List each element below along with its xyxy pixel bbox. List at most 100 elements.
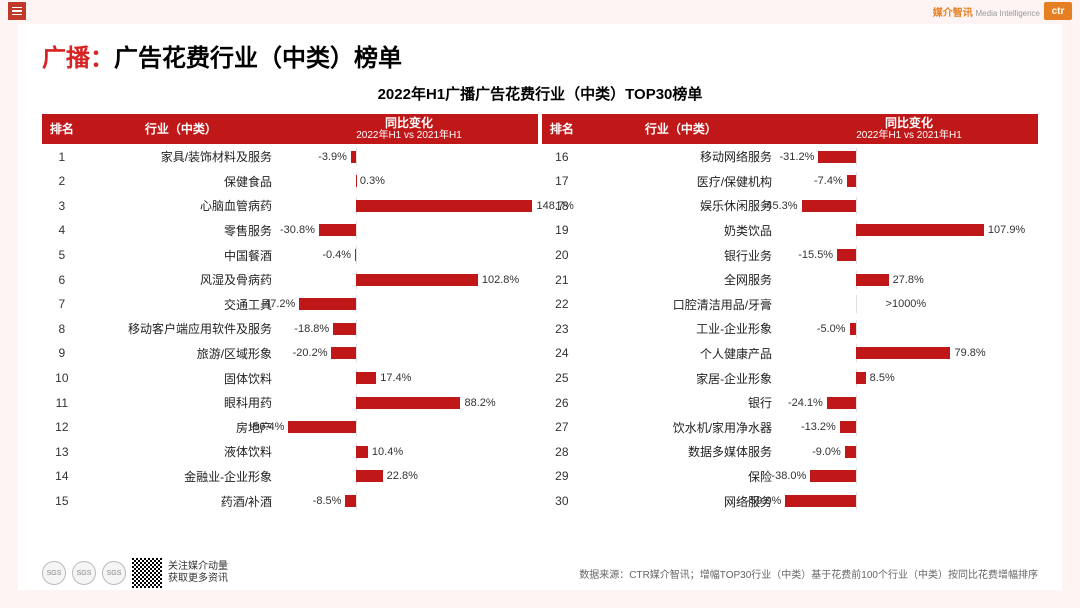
tables-wrap: 排名 行业（中类） 同比变化 2022年H1 vs 2021年H1 1家具/装饰… (42, 114, 1038, 513)
cell-change: -47.2% (280, 292, 538, 317)
table-row: 28数据多媒体服务-9.0% (542, 440, 1038, 465)
page-title: 广播：广告花费行业（中类）榜单 (42, 38, 1038, 73)
menu-button[interactable] (8, 2, 26, 20)
cell-rank: 13 (42, 440, 82, 465)
brand-en: Media Intelligence (976, 9, 1040, 18)
cell-industry: 金融业-企业形象 (82, 464, 280, 489)
cell-change: -56.4% (280, 415, 538, 440)
cell-change: -31.2% (780, 144, 1038, 169)
cell-change: 148.7% (280, 194, 538, 219)
cell-industry: 保险 (582, 464, 780, 489)
cert-badge: SGS (102, 561, 126, 585)
cell-industry: 数据多媒体服务 (582, 440, 780, 465)
cell-change: -0.4% (280, 243, 538, 268)
table-right: 排名 行业（中类） 同比变化 2022年H1 vs 2021年H1 16移动网络… (542, 114, 1038, 513)
source-note: 数据来源：CTR媒介智讯；增幅TOP30行业（中类）基于花费前100个行业（中类… (579, 566, 1038, 581)
table-row: 11眼科用药88.2% (42, 390, 538, 415)
brand-block: 媒介智讯 Media Intelligence ctr (933, 2, 1072, 20)
cell-change: -9.0% (780, 440, 1038, 465)
cell-rank: 8 (42, 317, 82, 342)
table-row: 19奶类饮品107.9% (542, 218, 1038, 243)
cell-rank: 17 (542, 169, 582, 194)
table-row: 3心脑血管病药148.7% (42, 194, 538, 219)
cell-change: 79.8% (780, 341, 1038, 366)
cell-change: -5.0% (780, 317, 1038, 342)
cell-change: 27.8% (780, 267, 1038, 292)
cell-industry: 口腔清洁用品/牙膏 (582, 292, 780, 317)
table-row: 21全网服务27.8% (542, 267, 1038, 292)
cell-industry: 中国餐酒 (82, 243, 280, 268)
cell-industry: 药酒/补酒 (82, 489, 280, 514)
cell-rank: 19 (542, 218, 582, 243)
table-row: 12房地产-56.4% (42, 415, 538, 440)
cell-rank: 29 (542, 464, 582, 489)
cell-industry: 零售服务 (82, 218, 280, 243)
cell-rank: 21 (542, 267, 582, 292)
table-row: 5中国餐酒-0.4% (42, 243, 538, 268)
th-rank: 排名 (542, 114, 582, 144)
cell-rank: 25 (542, 366, 582, 391)
cell-industry: 保健食品 (82, 169, 280, 194)
brand-cn: 媒介智讯 (933, 8, 973, 19)
cert-badge: SGS (42, 561, 66, 585)
cell-rank: 1 (42, 144, 82, 169)
cell-change: -20.2% (280, 341, 538, 366)
subtitle: 2022年H1广播广告花费行业（中类）TOP30榜单 (42, 83, 1038, 104)
th-industry: 行业（中类） (82, 114, 280, 144)
cell-rank: 15 (42, 489, 82, 514)
cell-industry: 全网服务 (582, 267, 780, 292)
cell-rank: 12 (42, 415, 82, 440)
cell-industry: 工业-企业形象 (582, 317, 780, 342)
cell-industry: 娱乐休闲服务 (582, 194, 780, 219)
cell-rank: 27 (542, 415, 582, 440)
cell-change: -24.1% (780, 390, 1038, 415)
cell-rank: 6 (42, 267, 82, 292)
cell-change: 0.3% (280, 169, 538, 194)
table-row: 18娱乐休闲服务-45.3% (542, 194, 1038, 219)
qr-code (132, 558, 162, 588)
cell-industry: 移动网络服务 (582, 144, 780, 169)
cell-change: -30.8% (280, 218, 538, 243)
table-row: 29保险-38.0% (542, 464, 1038, 489)
title-black: 广告花费行业（中类）榜单 (114, 45, 402, 72)
footer: SGS SGS SGS 关注媒介动量 获取更多资讯 数据来源：CTR媒介智讯；增… (18, 554, 1062, 590)
table-left: 排名 行业（中类） 同比变化 2022年H1 vs 2021年H1 1家具/装饰… (42, 114, 538, 513)
cell-industry: 旅游/区域形象 (82, 341, 280, 366)
cell-change: 102.8% (280, 267, 538, 292)
table-row: 8移动客户端应用软件及服务-18.8% (42, 317, 538, 342)
table-row: 26银行-24.1% (542, 390, 1038, 415)
th-change: 同比变化 2022年H1 vs 2021年H1 (780, 114, 1038, 144)
cell-industry: 家居-企业形象 (582, 366, 780, 391)
cell-industry: 眼科用药 (82, 390, 280, 415)
table-row: 22口腔清洁用品/牙膏>1000% (542, 292, 1038, 317)
cell-industry: 个人健康产品 (582, 341, 780, 366)
cell-industry: 心脑血管病药 (82, 194, 280, 219)
cell-rank: 20 (542, 243, 582, 268)
table-row: 4零售服务-30.8% (42, 218, 538, 243)
table-row: 17医疗/保健机构-7.4% (542, 169, 1038, 194)
th-change: 同比变化 2022年H1 vs 2021年H1 (280, 114, 538, 144)
cell-change: 10.4% (280, 440, 538, 465)
cell-change: -7.4% (780, 169, 1038, 194)
cell-rank: 28 (542, 440, 582, 465)
table-row: 20银行业务-15.5% (542, 243, 1038, 268)
table-row: 30网络服务-59.0% (542, 489, 1038, 514)
top-bar: 媒介智讯 Media Intelligence ctr (0, 0, 1080, 22)
table-row: 10固体饮料17.4% (42, 366, 538, 391)
table-row: 9旅游/区域形象-20.2% (42, 341, 538, 366)
th-rank: 排名 (42, 114, 82, 144)
table-row: 23工业-企业形象-5.0% (542, 317, 1038, 342)
cell-rank: 16 (542, 144, 582, 169)
cell-industry: 风湿及骨病药 (82, 267, 280, 292)
cell-change: 17.4% (280, 366, 538, 391)
cell-change: -45.3% (780, 194, 1038, 219)
th-industry: 行业（中类） (582, 114, 780, 144)
table-row: 7交通工具-47.2% (42, 292, 538, 317)
cell-rank: 14 (42, 464, 82, 489)
cell-change: 22.8% (280, 464, 538, 489)
cell-industry: 液体饮料 (82, 440, 280, 465)
cell-change: -18.8% (280, 317, 538, 342)
cell-change: -15.5% (780, 243, 1038, 268)
cell-rank: 7 (42, 292, 82, 317)
cert-badge: SGS (72, 561, 96, 585)
